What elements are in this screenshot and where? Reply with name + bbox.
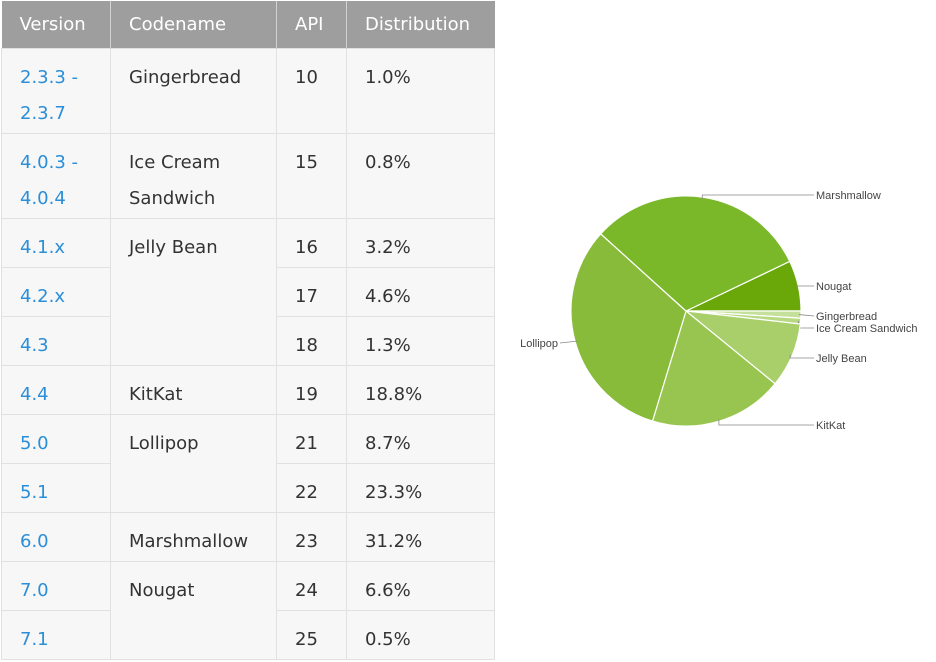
version-cell[interactable]: 5.1 xyxy=(1,462,111,513)
slice-label: Lollipop xyxy=(520,338,558,350)
version-link[interactable]: 2.3.3 - 2.3.7 xyxy=(20,66,79,124)
slice-label: Marshmallow xyxy=(816,190,881,202)
distribution-cell: 4.6% xyxy=(346,266,495,317)
version-cell[interactable]: 7.1 xyxy=(1,609,111,660)
api-cell: 21 xyxy=(276,413,347,464)
distribution-cell: 1.0% xyxy=(346,47,495,134)
version-link[interactable]: 4.3 xyxy=(20,334,49,356)
api-cell: 22 xyxy=(276,462,347,513)
distribution-cell: 31.2% xyxy=(346,511,495,562)
version-link[interactable]: 7.0 xyxy=(20,579,49,601)
leader-line xyxy=(789,354,814,359)
distribution-cell: 1.3% xyxy=(346,315,495,366)
distribution-cell: 3.2% xyxy=(346,217,495,268)
codename-cell: Lollipop xyxy=(110,413,277,513)
distribution-cell: 23.3% xyxy=(346,462,495,513)
version-link[interactable]: 4.0.3 - 4.0.4 xyxy=(20,151,79,209)
version-cell[interactable]: 4.0.3 - 4.0.4 xyxy=(1,132,111,219)
leader-line xyxy=(798,314,815,317)
table-row: 4.2.x 17 4.6% xyxy=(1,266,495,317)
api-cell: 24 xyxy=(276,560,347,611)
codename-cell: Marshmallow xyxy=(110,511,277,562)
distribution-table: Version Codename API Distribution 2.3.3 … xyxy=(1,1,495,660)
table-row: 4.3 18 1.3% xyxy=(1,315,495,366)
api-cell: 10 xyxy=(276,47,347,134)
header-distribution: Distribution xyxy=(346,1,495,48)
version-cell[interactable]: 4.2.x xyxy=(1,266,111,317)
version-cell[interactable]: 4.3 xyxy=(1,315,111,366)
version-link[interactable]: 6.0 xyxy=(20,530,49,552)
distribution-cell: 8.7% xyxy=(346,413,495,464)
pie-slice-kitkat xyxy=(651,309,776,427)
slice-label: Jelly Bean xyxy=(816,353,867,365)
api-cell: 16 xyxy=(276,217,347,268)
version-link[interactable]: 5.1 xyxy=(20,481,49,503)
version-link[interactable]: 5.0 xyxy=(20,432,49,454)
api-cell: 18 xyxy=(276,315,347,366)
distribution-cell: 0.5% xyxy=(346,609,495,660)
version-cell[interactable]: 2.3.3 - 2.3.7 xyxy=(1,47,111,134)
version-link[interactable]: 4.4 xyxy=(20,383,49,405)
table-header-row: Version Codename API Distribution xyxy=(1,1,495,48)
table-row: 5.1 22 23.3% xyxy=(1,462,495,513)
slice-label: Ice Cream Sandwich xyxy=(816,323,918,335)
table-row: 7.0 Nougat 24 6.6% xyxy=(1,560,495,660)
codename-cell: Gingerbread xyxy=(110,47,277,134)
table-row: 4.0.3 - 4.0.4 Ice Cream Sandwich 15 0.8% xyxy=(1,132,495,219)
distribution-cell: 0.8% xyxy=(346,132,495,219)
header-version: Version xyxy=(1,1,111,48)
leader-line xyxy=(718,419,814,426)
version-link[interactable]: 4.2.x xyxy=(20,285,65,307)
table-row: 4.4 KitKat 19 18.8% xyxy=(1,364,495,415)
header-api: API xyxy=(276,1,347,48)
version-cell[interactable]: 4.1.x xyxy=(1,217,111,268)
version-cell[interactable]: 7.0 xyxy=(1,560,111,611)
leader-line xyxy=(701,194,814,200)
slice-label: Gingerbread xyxy=(816,311,877,323)
slice-label: Nougat xyxy=(816,281,851,293)
codename-cell: Jelly Bean xyxy=(110,217,277,366)
table-row: 5.0 Lollipop 21 8.7% xyxy=(1,413,495,513)
leader-line xyxy=(559,340,578,344)
table-row: 7.1 25 0.5% xyxy=(1,609,495,660)
version-cell[interactable]: 6.0 xyxy=(1,511,111,562)
api-cell: 17 xyxy=(276,266,347,317)
version-cell[interactable]: 5.0 xyxy=(1,413,111,464)
slice-label: KitKat xyxy=(816,420,845,432)
header-codename: Codename xyxy=(110,1,277,48)
version-link[interactable]: 7.1 xyxy=(20,628,49,650)
api-cell: 23 xyxy=(276,511,347,562)
api-cell: 15 xyxy=(276,132,347,219)
api-cell: 19 xyxy=(276,364,347,415)
codename-cell: KitKat xyxy=(110,364,277,415)
table-row: 2.3.3 - 2.3.7 Gingerbread 10 1.0% xyxy=(1,47,495,134)
api-cell: 25 xyxy=(276,609,347,660)
version-cell[interactable]: 4.4 xyxy=(1,364,111,415)
codename-cell: Ice Cream Sandwich xyxy=(110,132,277,219)
table-row: 4.1.x Jelly Bean 16 3.2% xyxy=(1,217,495,366)
codename-cell: Nougat xyxy=(110,560,277,660)
distribution-cell: 18.8% xyxy=(346,364,495,415)
distribution-cell: 6.6% xyxy=(346,560,495,611)
table-row: 6.0 Marshmallow 23 31.2% xyxy=(1,511,495,562)
version-link[interactable]: 4.1.x xyxy=(20,236,65,258)
